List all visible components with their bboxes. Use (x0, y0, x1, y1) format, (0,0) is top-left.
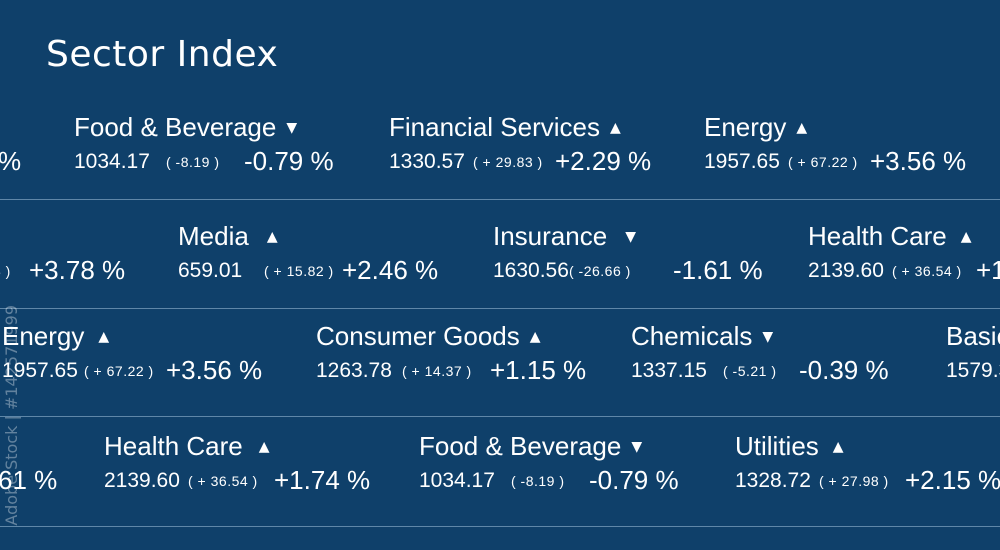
sector-value: 1337.15 (631, 359, 707, 382)
sector-change: 8 ) (0, 263, 11, 279)
trend-arrow-icon: ▲ (258, 439, 270, 455)
sector-name: Energy ▲ (2, 321, 110, 351)
sector-value: 1328.72 (735, 469, 811, 492)
sector-name: Health Care ▲ (104, 431, 270, 461)
sector-cell: Financial Services ▲ 1330.57 ( + 29.83 ) … (389, 104, 709, 204)
sector-percent: +1.74 % (274, 465, 371, 495)
sector-name: Basic (946, 321, 1000, 351)
sector-change: ( + 15.82 ) (264, 263, 334, 279)
sector-change: ( -5.21 ) (723, 363, 777, 379)
sector-name: Media ▲ (178, 221, 278, 251)
sector-value: 1579.3 (946, 359, 1000, 382)
trend-arrow-icon: ▼ (631, 439, 643, 455)
sector-change: ( + 14.37 ) (402, 363, 472, 379)
sector-value: 1263.78 (316, 359, 392, 382)
trend-arrow-icon: ▼ (625, 229, 636, 245)
sector-cell: 61 % (0, 423, 57, 523)
sector-cell: 8 ) +3.78 % (0, 213, 183, 313)
sector-percent: +1 (976, 255, 1000, 285)
sector-change: ( + 36.54 ) (188, 473, 258, 489)
sector-cell: Food & Beverage ▼ 1034.17 ( -8.19 ) -0.79… (419, 423, 739, 523)
stock-watermark: Adobe Stock | #142571999 (2, 305, 21, 526)
sector-row: % Food & Beverage ▼ 1034.17 ( -8.19 ) -0.… (0, 104, 1000, 213)
sector-change: ( -8.19 ) (511, 473, 565, 489)
sector-value: 1034.17 (74, 150, 150, 173)
sector-percent: -0.79 % (589, 465, 679, 495)
trend-arrow-icon: ▲ (960, 229, 972, 245)
sector-cell: Health Care ▲ 2139.60 ( + 36.54 ) +1 (808, 213, 1000, 313)
sector-percent: +2.15 % (905, 465, 1000, 495)
sector-name: Insurance ▼ (493, 221, 636, 251)
sector-percent: +3.56 % (166, 355, 263, 385)
sector-percent: +1.15 % (490, 355, 587, 385)
sector-name: Financial Services ▲ (389, 112, 621, 142)
sector-cell: Energy ▲ 1957.65 ( + 67.22 ) +3.56 % (704, 104, 1000, 204)
sector-name: Health Care ▲ (808, 221, 972, 251)
trend-arrow-icon: ▲ (796, 120, 808, 136)
sector-percent: -0.39 % (799, 355, 889, 385)
sector-cell: Chemicals ▼ 1337.15 ( -5.21 ) -0.39 % (631, 313, 951, 413)
sector-percent: -1.61 % (673, 255, 763, 285)
sector-value: 1330.57 (389, 150, 465, 173)
trend-arrow-icon: ▲ (266, 229, 278, 245)
sector-row: Energy ▲ 1957.65 ( + 67.22 ) +3.56 % Cons… (0, 313, 1000, 422)
sector-percent: +2.46 % (342, 255, 439, 285)
sector-name: Food & Beverage ▼ (419, 431, 643, 461)
sector-cell: Utilities ▲ 1328.72 ( + 27.98 ) +2.15 % (735, 423, 1000, 523)
trend-arrow-icon: ▲ (832, 439, 844, 455)
sector-change: ( + 36.54 ) (892, 263, 962, 279)
sector-change: ( + 67.22 ) (84, 363, 154, 379)
row-divider (0, 308, 1000, 309)
sector-change: ( + 67.22 ) (788, 154, 858, 170)
sector-percent: 61 % (0, 465, 58, 495)
sector-value: 659.01 (178, 259, 243, 282)
sector-percent: -0.79 % (244, 146, 334, 176)
sector-percent: +3.78 % (29, 255, 126, 285)
trend-arrow-icon: ▼ (762, 329, 774, 345)
sector-value: 1630.56 (493, 259, 569, 282)
sector-cell: Health Care ▲ 2139.60 ( + 36.54 ) +1.74 % (104, 423, 424, 523)
sector-change: ( -26.66 ) (569, 263, 631, 279)
sector-value: 2139.60 (808, 259, 884, 282)
sector-cell: Food & Beverage ▼ 1034.17 ( -8.19 ) -0.79… (74, 104, 394, 204)
sector-row: 8 ) +3.78 % Media▲ 659.01 ( + 15.82 ) +2… (0, 213, 1000, 322)
sector-change: ( -8.19 ) (166, 154, 220, 170)
sector-change: ( + 29.83 ) (473, 154, 543, 170)
row-divider (0, 526, 1000, 527)
row-divider (0, 199, 1000, 200)
trend-arrow-icon: ▲ (609, 120, 621, 136)
row-divider (0, 416, 1000, 417)
trend-arrow-icon: ▲ (98, 329, 110, 345)
sector-percent: +2.29 % (555, 146, 652, 176)
sector-cell: Energy ▲ 1957.65 ( + 67.22 ) +3.56 % (2, 313, 322, 413)
sector-value: 1957.65 (704, 150, 780, 173)
sector-name: Energy ▲ (704, 112, 808, 142)
sector-cell: Insurance ▼ 1630.56 ( -26.66 ) -1.61 % (493, 213, 813, 313)
sector-value: 1957.65 (2, 359, 78, 382)
trend-arrow-icon: ▼ (286, 120, 298, 136)
sector-value: 2139.60 (104, 469, 180, 492)
sector-percent: +3.56 % (870, 146, 967, 176)
sector-cell: Consumer Goods ▲ 1263.78 ( + 14.37 ) +1.1… (316, 313, 636, 413)
sector-value: 1034.17 (419, 469, 495, 492)
sector-name: Chemicals ▼ (631, 321, 774, 351)
sector-cell: Media ▲ 659.01 ( + 15.82 ) +2.46 % (178, 213, 498, 313)
sector-name: Utilities ▲ (735, 431, 844, 461)
sector-name: Consumer Goods ▲ (316, 321, 541, 351)
trend-arrow-icon: ▲ (529, 329, 541, 345)
sector-row: 61 % Health Care ▲ 2139.60 ( + 36.54 ) +1… (0, 423, 1000, 532)
page-title: Sector Index (46, 34, 279, 75)
sector-percent: % (0, 146, 22, 176)
sector-name: Food & Beverage ▼ (74, 112, 298, 142)
sector-cell: Basic 1579.3 (946, 313, 1000, 413)
sector-change: ( + 27.98 ) (819, 473, 889, 489)
